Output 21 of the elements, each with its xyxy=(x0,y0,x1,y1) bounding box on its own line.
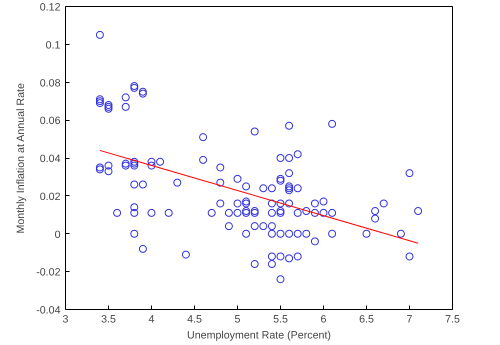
x-tick-label: 3.5 xyxy=(101,314,116,326)
x-tick-label: 5 xyxy=(234,314,241,326)
y-tick-label: 0.12 xyxy=(40,2,61,14)
x-axis-title: Unemployment Rate (Percent) xyxy=(187,330,331,342)
y-tick-label: -0.02 xyxy=(36,266,61,279)
y-tick-label: 0.08 xyxy=(40,77,61,90)
x-tick-label: 3 xyxy=(62,314,69,326)
y-axis-title: Monthly Inflation at Annual Rate xyxy=(15,82,28,234)
x-tick-label: 7.5 xyxy=(445,314,460,326)
x-tick-label: 4.5 xyxy=(187,314,202,326)
x-tick-label: 7 xyxy=(406,314,413,326)
x-tick-label: 5.5 xyxy=(273,314,288,326)
y-tick-label: 0 xyxy=(54,228,61,241)
x-tick-label: 6 xyxy=(320,314,327,326)
y-tick-label: 0.04 xyxy=(40,153,61,165)
x-tick-label: 6.5 xyxy=(359,314,374,326)
y-tick-label: 0.02 xyxy=(40,190,61,203)
y-tick-label: 0.06 xyxy=(40,115,61,128)
y-tick-label: -0.04 xyxy=(36,304,61,316)
y-tick-label: 0.1 xyxy=(46,39,61,52)
x-tick-label: 4 xyxy=(148,314,155,326)
